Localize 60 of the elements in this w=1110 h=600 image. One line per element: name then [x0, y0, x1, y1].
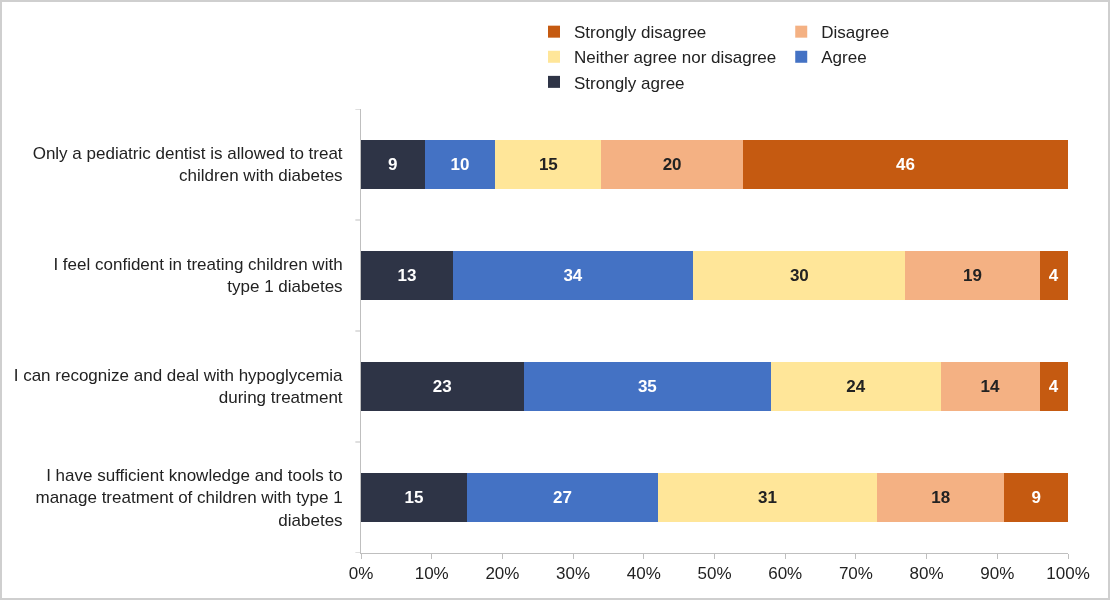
bar: [361, 361, 524, 412]
bar: [361, 472, 468, 523]
bar: [1039, 250, 1068, 301]
x-tick-label: 80%: [909, 564, 944, 584]
data-label: 15: [404, 488, 424, 508]
data-label: 24: [846, 376, 866, 396]
legend-label: Strongly disagree: [574, 23, 707, 43]
legend-label: Disagree: [821, 23, 890, 43]
bar: [771, 361, 941, 412]
data-label: 9: [1031, 488, 1041, 508]
bar: [424, 139, 496, 190]
data-label: 4: [1048, 376, 1059, 396]
data-label: 20: [662, 155, 682, 174]
y-tick-label: I have sufficient knowledge and tools to manage treatment of children with type 1 diabetes: [35, 466, 343, 530]
bar: [905, 250, 1040, 301]
x-tick-label: 0%: [348, 564, 374, 584]
x-tick-label: 50%: [697, 564, 732, 584]
x-tick-label: 70%: [838, 564, 873, 584]
data-label: 10: [450, 155, 470, 174]
x-tick-label: 40%: [626, 564, 661, 584]
x-tick-label: 60%: [768, 564, 803, 584]
x-tick-label: 30%: [556, 564, 591, 584]
x-tick-label: 20%: [485, 564, 520, 584]
bar: [657, 472, 878, 523]
data-label: 15: [538, 155, 558, 174]
data-label: 9: [388, 155, 398, 174]
data-label: 31: [758, 488, 777, 508]
bar: [1039, 361, 1068, 412]
bar: [495, 139, 602, 190]
bar: [523, 361, 772, 412]
bar: [877, 472, 1005, 523]
x-tick-label: 100%: [1046, 564, 1090, 584]
data-label: 30: [789, 266, 809, 286]
data-label: 46: [895, 155, 915, 174]
bar: [361, 139, 425, 190]
y-tick-label: I can recognize and deal with hypoglycemia during treatment: [13, 366, 344, 408]
bar: [467, 472, 658, 523]
data-label: 35: [637, 376, 657, 396]
bar: [742, 139, 1068, 190]
bar: [361, 250, 453, 301]
data-label: 34: [563, 266, 583, 286]
bar: [693, 250, 906, 301]
data-label: 14: [980, 376, 1000, 396]
data-label: 18: [931, 488, 951, 508]
bar: [452, 250, 694, 301]
y-tick-label: Only a pediatric dentist is allowed to treat children with diabetes: [32, 144, 343, 186]
data-label: 19: [963, 266, 983, 286]
x-tick-label: 10%: [414, 564, 449, 584]
bar: [601, 139, 743, 190]
bar: [940, 361, 1040, 412]
y-tick-label: I feel confident in treating children with type 1 diabetes: [53, 255, 343, 297]
legend-label: Strongly agree: [574, 73, 685, 93]
data-label: 13: [397, 266, 417, 286]
legend-label: Neither agree nor disagree: [574, 48, 777, 68]
legend-label: Agree: [821, 48, 867, 68]
x-tick-label: 90%: [980, 564, 1015, 584]
data-label: 27: [553, 488, 572, 508]
data-label: 4: [1048, 266, 1059, 286]
data-label: 23: [432, 376, 452, 396]
bar: [1004, 472, 1068, 523]
